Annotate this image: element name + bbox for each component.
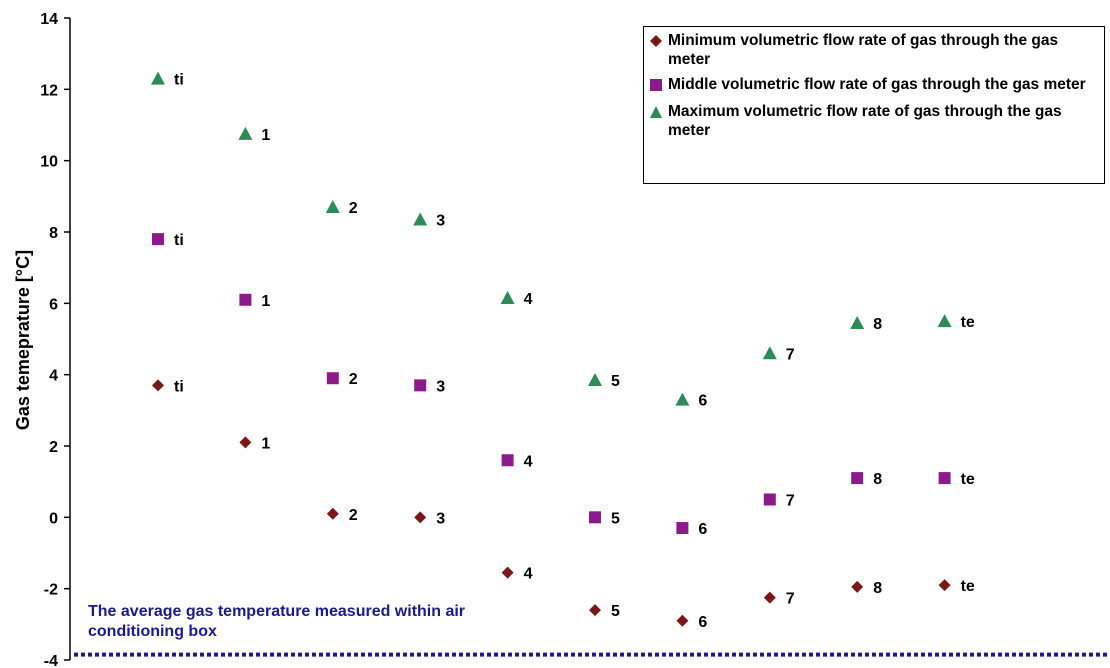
data-point-triangle bbox=[850, 315, 865, 329]
reference-line-group: The average gas temperature measured wit… bbox=[74, 603, 1110, 657]
data-point-label: 8 bbox=[873, 580, 882, 597]
y-tick-label: 10 bbox=[40, 154, 58, 171]
data-point-label: te bbox=[961, 314, 975, 331]
data-point-label: ti bbox=[174, 72, 184, 89]
data-point-label: 4 bbox=[524, 453, 533, 470]
triangle-icon bbox=[650, 102, 668, 123]
data-point-label: 4 bbox=[524, 291, 533, 308]
data-point-diamond bbox=[763, 591, 776, 604]
y-tick-label: -4 bbox=[44, 653, 58, 668]
axes: -4 -2 0 2 4 6 8 10 12 14 bbox=[40, 11, 71, 668]
data-point-diamond bbox=[676, 614, 689, 627]
reference-line-label: The average gas temperature measured wit… bbox=[88, 603, 465, 640]
y-tick-label: 6 bbox=[49, 296, 58, 313]
y-tick-label: 0 bbox=[49, 510, 58, 527]
legend-label-maximum: Maximum volumetric flow rate of gas thro… bbox=[668, 103, 1062, 139]
data-point-label: 4 bbox=[524, 566, 533, 583]
data-point-label: 3 bbox=[436, 378, 445, 395]
legend-item-maximum: Maximum volumetric flow rate of gas thro… bbox=[650, 102, 1100, 140]
data-point-triangle bbox=[588, 373, 602, 387]
data-point-label: 5 bbox=[611, 603, 620, 620]
reference-line-label-line: conditioning box bbox=[88, 623, 217, 640]
data-point-square bbox=[589, 511, 601, 524]
data-point-label: 8 bbox=[873, 471, 882, 488]
square-icon bbox=[650, 75, 668, 96]
data-point-triangle bbox=[675, 392, 690, 406]
reference-line-label-line: The average gas temperature measured wit… bbox=[88, 603, 465, 620]
y-tick-label: 14 bbox=[40, 11, 58, 28]
data-point-square bbox=[239, 293, 252, 306]
data-point-triangle bbox=[325, 200, 340, 214]
y-tick-label: 2 bbox=[49, 439, 58, 456]
data-point-label: 2 bbox=[349, 507, 358, 524]
legend-item-minimum: Minimum volumetric flow rate of gas thro… bbox=[650, 31, 1100, 69]
data-point-diamond bbox=[326, 507, 339, 520]
diamond-icon bbox=[650, 31, 668, 52]
series-square: ti 1 2 3 4 5 6 7 8 te bbox=[152, 232, 975, 538]
data-point-square bbox=[501, 454, 514, 467]
data-point-label: 7 bbox=[786, 346, 795, 363]
data-point-label: 5 bbox=[611, 373, 620, 390]
data-point-square bbox=[938, 472, 951, 485]
data-point-label: te bbox=[961, 578, 975, 595]
data-point-diamond bbox=[501, 566, 514, 579]
data-point-triangle bbox=[762, 346, 777, 360]
legend-item-middle: Middle volumetric flow rate of gas throu… bbox=[650, 75, 1100, 96]
data-point-triangle bbox=[151, 71, 165, 85]
data-point-diamond bbox=[938, 579, 951, 592]
y-axis-label: Gas temeprature [°C] bbox=[13, 250, 33, 430]
data-point-label: 7 bbox=[786, 493, 795, 510]
y-tick-label: 4 bbox=[49, 368, 58, 385]
series-diamond: ti 1 2 3 4 5 6 7 8 te bbox=[152, 378, 975, 631]
y-tick-label: 8 bbox=[49, 225, 58, 242]
y-tick-label: 12 bbox=[40, 82, 58, 99]
data-point-label: 7 bbox=[786, 591, 795, 608]
data-point-label: te bbox=[961, 471, 975, 488]
data-point-label: 2 bbox=[349, 200, 358, 217]
legend: Minimum volumetric flow rate of gas thro… bbox=[643, 26, 1105, 184]
data-point-triangle bbox=[238, 126, 253, 140]
data-point-label: 1 bbox=[261, 293, 270, 310]
data-point-label: 1 bbox=[261, 435, 270, 452]
data-point-triangle bbox=[413, 212, 428, 226]
data-point-diamond bbox=[414, 511, 427, 524]
data-point-diamond bbox=[589, 604, 601, 617]
data-point-label: 2 bbox=[349, 371, 358, 388]
data-point-square bbox=[326, 372, 339, 385]
data-point-label: 6 bbox=[698, 614, 707, 631]
data-point-diamond bbox=[851, 580, 864, 593]
data-point-triangle bbox=[500, 290, 515, 304]
legend-label-minimum: Minimum volumetric flow rate of gas thro… bbox=[668, 32, 1059, 68]
data-point-square bbox=[851, 472, 864, 485]
data-points: ti 1 2 3 4 5 6 7 8 te ti 1 2 3 4 5 6 7 8 te ti 1 2 3 4 5 6 7 8 te bbox=[151, 71, 975, 631]
y-tick-label: -2 bbox=[44, 582, 58, 599]
series-triangle: ti 1 2 3 4 5 6 7 8 te bbox=[151, 71, 975, 410]
legend-label-middle: Middle volumetric flow rate of gas throu… bbox=[668, 76, 1086, 93]
data-point-square bbox=[676, 522, 689, 535]
data-point-label: ti bbox=[174, 232, 184, 249]
data-point-square bbox=[414, 379, 427, 392]
data-point-label: 5 bbox=[611, 510, 620, 527]
data-point-square bbox=[763, 493, 776, 506]
data-point-label: 3 bbox=[436, 510, 445, 527]
data-point-label: 8 bbox=[873, 316, 882, 333]
data-point-label: 6 bbox=[698, 393, 707, 410]
data-point-label: 3 bbox=[436, 213, 445, 230]
data-point-label: ti bbox=[174, 378, 184, 395]
data-point-square bbox=[152, 233, 164, 246]
y-axis-label-group: Gas temeprature [°C] bbox=[13, 250, 33, 430]
data-point-label: 6 bbox=[698, 521, 707, 538]
data-point-triangle bbox=[937, 314, 952, 328]
data-point-diamond bbox=[152, 379, 164, 392]
data-point-label: 1 bbox=[261, 127, 270, 144]
data-point-diamond bbox=[239, 436, 252, 449]
